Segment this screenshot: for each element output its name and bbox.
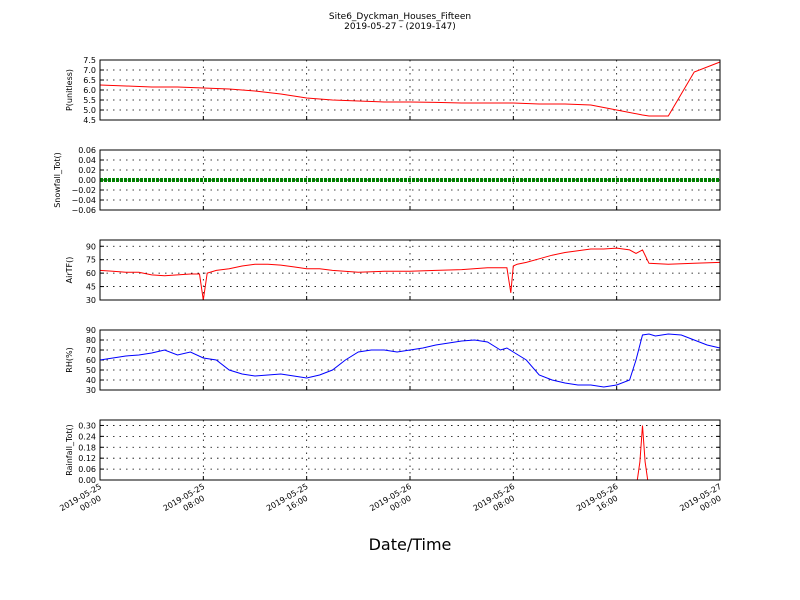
y-tick-label: 0.00 <box>78 176 96 185</box>
panel-frame <box>99 149 721 211</box>
y-axis-label: P(unitless) <box>65 69 74 111</box>
y-tick-label: 0.30 <box>78 421 96 430</box>
y-tick-label: 80 <box>86 336 96 345</box>
y-tick-label: 0.12 <box>78 454 96 463</box>
panel-frame <box>99 239 721 301</box>
y-tick-label: 0.02 <box>78 166 96 175</box>
y-tick-label: 0.00 <box>78 476 96 485</box>
panel-5: 0.00 0.06 0.12 0.18 0.24 0.30 Rainfall_Tot() <box>65 419 721 485</box>
panel-frame <box>99 329 721 391</box>
x-tick-label: 2019-05-2508:00 <box>162 482 212 522</box>
y-tick-label: 5.0 <box>83 106 96 115</box>
x-tick-label: 2019-05-2700:00 <box>678 482 728 522</box>
y-tick-label: 0.04 <box>78 156 96 165</box>
y-tick-label: 0.24 <box>78 432 96 441</box>
y-tick-label: −0.02 <box>71 186 96 195</box>
y-tick-label: 6.5 <box>83 76 96 85</box>
y-tick-label: 70 <box>86 346 96 355</box>
y-tick-label: 5.5 <box>83 96 96 105</box>
y-tick-label: 50 <box>86 366 96 375</box>
x-tick-label: 2019-05-2600:00 <box>368 482 418 522</box>
y-tick-label: 0.06 <box>78 146 96 155</box>
y-tick-label: 75 <box>86 256 96 265</box>
y-axis-label: Rainfall_Tot() <box>65 424 74 476</box>
x-tick-label: 2019-05-2516:00 <box>265 482 315 522</box>
y-tick-label: 90 <box>86 326 96 335</box>
panel-3: 30 45 60 75 90 AirTF() <box>65 239 721 305</box>
chart-subtitle: 2019-05-27 - (2019-147) <box>344 22 456 32</box>
x-axis-label: Date/Time <box>369 535 452 554</box>
y-tick-label: 7.0 <box>83 66 96 75</box>
y-tick-label: 0.06 <box>78 465 96 474</box>
x-tick-label: 2019-05-2500:00 <box>58 482 108 522</box>
y-tick-label: 4.5 <box>83 116 96 125</box>
series-line-3 <box>99 247 721 301</box>
y-axis-label: AirTF() <box>65 257 74 284</box>
panel-2: −0.06−0.04−0.020.000.020.040.06 Snowfall_… <box>53 146 721 215</box>
y-tick-label: 60 <box>86 269 96 278</box>
y-tick-label: 6.0 <box>83 86 96 95</box>
y-tick-label: 7.5 <box>83 56 96 65</box>
x-tick-label: 2019-05-2608:00 <box>472 482 522 522</box>
x-axis-ticks: 2019-05-2500:00 2019-05-2508:00 2019-05-25… <box>58 482 728 522</box>
series-line-4 <box>99 333 721 388</box>
y-tick-label: 30 <box>86 386 96 395</box>
y-tick-label: −0.06 <box>71 206 96 215</box>
series-line-1 <box>99 61 721 117</box>
y-tick-label: 0.18 <box>78 443 96 452</box>
panel-frame <box>99 59 721 121</box>
y-tick-label: 40 <box>86 376 96 385</box>
y-tick-label: 30 <box>86 296 96 305</box>
y-axis-label: Snowfall_Tot() <box>53 152 62 208</box>
panel-1: 4.55.05.56.06.57.07.5 P(unitless) <box>65 56 721 125</box>
y-tick-label: −0.04 <box>71 196 96 205</box>
x-tick-label: 2019-05-2616:00 <box>575 482 625 522</box>
chart-title: Site6_Dyckman_Houses_Fifteen <box>329 12 471 22</box>
y-axis-label: RH(%) <box>65 347 74 372</box>
panels: 4.55.05.56.06.57.07.5P(unitless)−0.06−0.… <box>53 56 721 485</box>
y-tick-label: 60 <box>86 356 96 365</box>
y-tick-label: 45 <box>86 283 96 292</box>
panel-frame <box>99 419 721 481</box>
y-tick-label: 90 <box>86 242 96 251</box>
